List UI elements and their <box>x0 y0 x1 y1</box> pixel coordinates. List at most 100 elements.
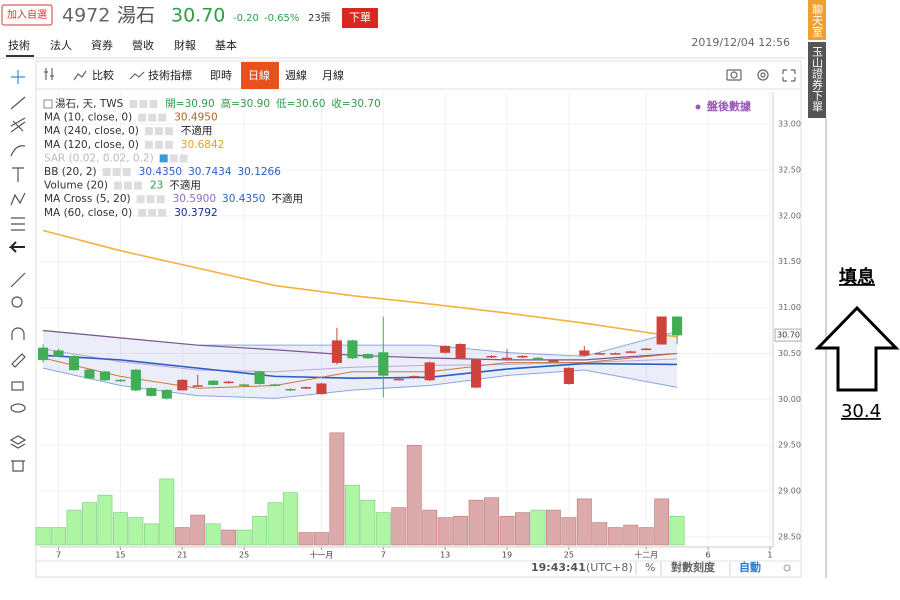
back-tool[interactable] <box>8 241 25 253</box>
legend-name: MA Cross (5, 20) <box>44 193 131 205</box>
toolbar-item[interactable]: 週線 <box>285 68 307 82</box>
pattern-tool[interactable] <box>10 192 26 206</box>
candle-body <box>532 357 543 360</box>
collapse-box[interactable] <box>43 99 53 109</box>
stock-name: 湯石 <box>117 5 155 27</box>
order-button[interactable] <box>342 8 378 28</box>
crosshair-tool[interactable] <box>11 70 25 84</box>
legend-value: 30.6842 <box>181 139 224 151</box>
x-tick-label: 19 <box>502 551 512 560</box>
legend-button[interactable] <box>102 168 111 176</box>
ruler-tool[interactable] <box>10 272 26 288</box>
y-tick-label: 29.00 <box>778 487 801 496</box>
legend-name: MA (60, close, 0) <box>44 207 132 219</box>
toolbar-item[interactable]: 比較 <box>92 68 114 82</box>
gear-icon[interactable] <box>757 69 769 81</box>
legend-button[interactable] <box>138 113 147 122</box>
legend-button[interactable] <box>154 127 163 136</box>
text-tool[interactable] <box>12 167 24 182</box>
status-pct[interactable]: % <box>645 561 655 574</box>
toolbar-item[interactable]: 即時 <box>210 69 232 82</box>
legend-button[interactable] <box>164 127 173 136</box>
compare-icon[interactable] <box>73 70 87 81</box>
watch-button[interactable] <box>1 4 53 26</box>
legend-button[interactable] <box>164 140 173 149</box>
chat-tab[interactable] <box>808 0 826 40</box>
measure-tool[interactable] <box>11 217 25 231</box>
fib-tool[interactable] <box>10 117 26 133</box>
volume-bar <box>298 532 314 546</box>
legend-button[interactable] <box>148 113 157 122</box>
candle-body <box>362 354 373 359</box>
brush-tool[interactable] <box>10 145 26 157</box>
lock-tool[interactable] <box>11 381 24 391</box>
legend-button[interactable] <box>149 100 158 108</box>
nav-item[interactable]: 法人 <box>50 38 72 52</box>
toolbar-item[interactable]: 月線 <box>322 68 344 82</box>
indicator-line <box>42 367 678 399</box>
legend-button[interactable] <box>158 113 167 122</box>
legend-button[interactable] <box>156 195 165 204</box>
expand-icon[interactable] <box>782 69 796 82</box>
candle-body <box>223 381 234 384</box>
volume-bar <box>391 507 407 546</box>
candle-icon[interactable] <box>44 68 54 80</box>
legend-button[interactable] <box>123 181 132 190</box>
trash-tool[interactable] <box>11 460 25 472</box>
nav-item[interactable]: 資券 <box>91 38 113 52</box>
annotation-label: 填息 <box>839 266 875 288</box>
watch-label: 加入自選 <box>7 8 47 21</box>
nav-item[interactable]: 財報 <box>174 38 196 52</box>
layers-tool[interactable] <box>9 435 27 449</box>
y-tick-label: 30.00 <box>778 395 801 404</box>
nav-item[interactable]: 營收 <box>132 38 154 52</box>
legend-button[interactable] <box>144 127 153 136</box>
magnet-tool[interactable] <box>11 327 25 340</box>
status-log[interactable]: 對數刻度 <box>671 560 716 574</box>
volume-bar <box>283 492 298 546</box>
legend-button[interactable] <box>154 140 163 149</box>
legend-button[interactable] <box>159 154 168 163</box>
volume: 23張 <box>308 12 331 24</box>
legend-button[interactable] <box>122 168 131 176</box>
nav-item[interactable]: 基本 <box>215 38 237 52</box>
candle-body <box>99 371 110 381</box>
legend-button[interactable] <box>129 100 138 108</box>
eye-tool[interactable] <box>10 403 26 413</box>
pencil-lock-tool[interactable] <box>11 353 26 368</box>
legend-button[interactable] <box>112 168 121 176</box>
legend-button[interactable] <box>136 195 145 204</box>
legend-button[interactable] <box>113 181 122 190</box>
candle-body <box>316 383 327 395</box>
legend-button[interactable] <box>169 154 178 163</box>
camera-icon[interactable] <box>726 69 742 81</box>
after-hours[interactable]: 盤後數據 <box>706 99 752 113</box>
indicator-icon[interactable] <box>129 71 145 80</box>
volume-bar <box>97 494 113 546</box>
legend-name: Volume (20) <box>44 180 108 192</box>
line-tool[interactable] <box>10 96 26 110</box>
nav-item[interactable]: 技術 <box>8 39 30 52</box>
toolbar-item[interactable]: 技術指標 <box>148 68 192 82</box>
legend-button[interactable] <box>179 154 188 163</box>
legend-button[interactable] <box>139 100 148 108</box>
status-auto[interactable]: 自動 <box>739 560 761 574</box>
legend-button[interactable] <box>158 208 167 217</box>
legend: 湯石, 天, TWS 開=30.90 高=30.90 低=30.60 收=30.70 MA… <box>43 97 381 219</box>
legend-button[interactable] <box>144 140 153 149</box>
y-tick-label: 28.50 <box>778 532 801 541</box>
legend-button[interactable] <box>133 181 142 190</box>
volume-bar <box>561 517 577 546</box>
order-tab[interactable] <box>808 42 826 118</box>
candle-body <box>146 388 157 396</box>
legend-button[interactable] <box>146 195 155 204</box>
x-tick-label: 21 <box>177 551 187 560</box>
volume-bar <box>453 516 469 546</box>
legend-button[interactable] <box>138 208 147 217</box>
toolbar-item[interactable]: 日線 <box>248 68 270 82</box>
volume-bar <box>314 532 329 546</box>
legend-button[interactable] <box>148 208 157 217</box>
legend-value: 30.5900 <box>173 193 216 205</box>
zoom-tool[interactable] <box>11 296 23 308</box>
status-gear[interactable] <box>783 564 791 572</box>
